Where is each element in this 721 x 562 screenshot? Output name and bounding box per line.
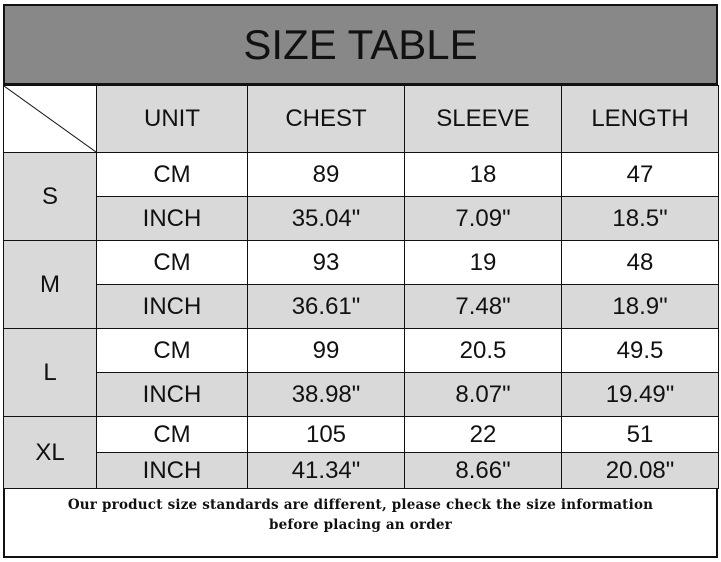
size-label: S	[3, 152, 97, 241]
sleeve-cell: 19	[404, 240, 562, 285]
length-cell: 47	[561, 152, 719, 197]
chest-cell: 93	[247, 240, 405, 285]
unit-cell: CM	[96, 416, 248, 453]
note-line-1: Our product size standards are different…	[67, 497, 654, 513]
sleeve-cell: 18	[404, 152, 562, 197]
corner-cell	[3, 85, 97, 153]
unit-cell: INCH	[96, 372, 248, 417]
chest-cell: 105	[247, 416, 405, 453]
sleeve-cell: 7.48"	[404, 284, 562, 329]
sleeve-cell: 22	[404, 416, 562, 453]
length-cell: 48	[561, 240, 719, 285]
unit-cell: CM	[96, 240, 248, 285]
note-line-2: before placing an order	[269, 517, 452, 533]
chest-cell: 41.34"	[247, 452, 405, 489]
unit-cell: INCH	[96, 452, 248, 489]
table-row: INCH 41.34" 8.66" 20.08"	[4, 452, 719, 489]
sleeve-cell: 7.09"	[404, 196, 562, 241]
table-row: XL CM 105 22 51	[3, 416, 719, 489]
sleeve-cell: 8.66"	[404, 452, 562, 489]
chest-cell: 99	[247, 328, 405, 373]
header-length: LENGTH	[561, 85, 719, 153]
unit-cell: INCH	[96, 196, 248, 241]
length-cell: 18.5"	[561, 196, 719, 241]
table-row: L CM 99 20.5 49.5	[3, 328, 719, 417]
header-unit: UNIT	[96, 85, 248, 153]
chest-cell: 89	[247, 152, 405, 197]
size-note: Our product size standards are different…	[3, 488, 718, 558]
table-row: INCH 35.04" 7.09" 18.5"	[4, 196, 719, 241]
chest-cell: 35.04"	[247, 196, 405, 241]
size-table: UNIT CHEST SLEEVE LENGTH S CM 89 18 47 INCH 35…	[3, 85, 719, 489]
table-row: INCH 36.61" 7.48" 18.9"	[4, 284, 719, 329]
header-chest: CHEST	[247, 85, 405, 153]
sleeve-cell: 8.07"	[404, 372, 562, 417]
chest-cell: 36.61"	[247, 284, 405, 329]
header-row: UNIT CHEST SLEEVE LENGTH	[3, 85, 719, 153]
chest-cell: 38.98"	[247, 372, 405, 417]
length-cell: 19.49"	[561, 372, 719, 417]
unit-cell: CM	[96, 328, 248, 373]
size-label: XL	[3, 416, 97, 489]
table-row: M CM 93 19 48	[3, 240, 719, 329]
table-row: INCH 38.98" 8.07" 19.49"	[4, 372, 719, 417]
table-title: SIZE TABLE	[3, 4, 718, 85]
length-cell: 51	[561, 416, 719, 453]
unit-cell: INCH	[96, 284, 248, 329]
sleeve-cell: 20.5	[404, 328, 562, 373]
size-label: L	[3, 328, 97, 417]
header-sleeve: SLEEVE	[404, 85, 562, 153]
length-cell: 49.5	[561, 328, 719, 373]
length-cell: 18.9"	[561, 284, 719, 329]
length-cell: 20.08"	[561, 452, 719, 489]
unit-cell: CM	[96, 152, 248, 197]
table-row: S CM 89 18 47	[3, 152, 719, 241]
size-label: M	[3, 240, 97, 329]
